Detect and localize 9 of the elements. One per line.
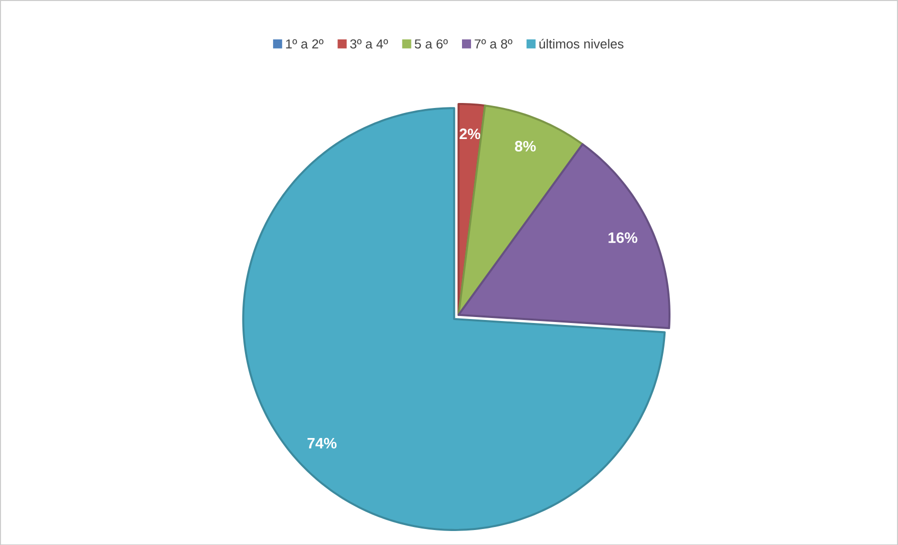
legend-label: 5 a 6º xyxy=(414,39,448,48)
data-label: 2% xyxy=(460,128,480,139)
legend-label: 7º a 8º xyxy=(474,39,512,48)
legend-label: últimos niveles xyxy=(539,38,624,48)
data-label: 16% xyxy=(608,232,638,243)
data-label: 74% xyxy=(308,438,337,448)
data-label: 8% xyxy=(514,140,536,152)
legend-label: 1º a 2º xyxy=(286,39,324,48)
legend-label: 3º a 4º xyxy=(350,39,388,48)
